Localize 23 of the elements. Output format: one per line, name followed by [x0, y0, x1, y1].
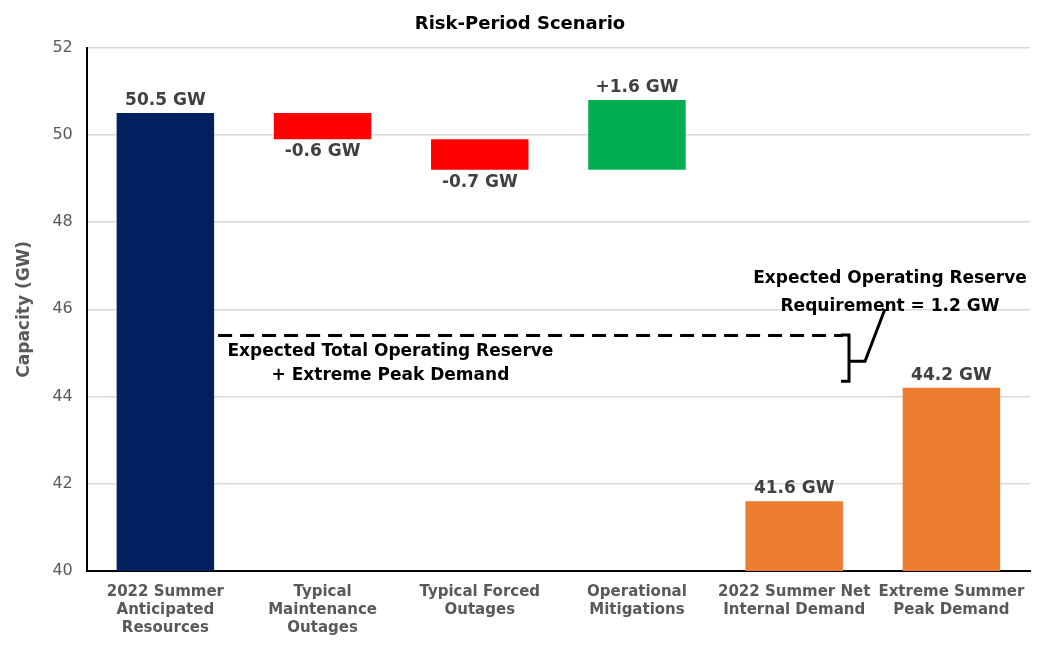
y-axis-title: Capacity (GW)	[12, 240, 33, 378]
annotation: Expected Operating Reserve Requirement = 1.2 GW	[753, 267, 1027, 316]
y-tick-label: 50	[52, 123, 73, 143]
x-tick-label: Extreme Summer Peak Demand	[878, 581, 1025, 618]
x-tick-label: 2022 Summer Net Internal Demand	[717, 581, 871, 618]
x-tick-label: Typical Maintenance Outages	[268, 581, 377, 636]
data-label: -0.7 GW	[441, 170, 518, 191]
x-tick-label: 2022 Summer Anticipated Resources	[106, 581, 225, 636]
x-tick-label: Typical Forced Outages	[419, 581, 541, 618]
y-tick-label: 42	[52, 472, 73, 492]
data-label: +1.6 GW	[595, 75, 679, 96]
data-label: 44.2 GW	[911, 363, 992, 384]
data-label: 50.5 GW	[125, 88, 206, 109]
y-tick-label: 40	[52, 560, 73, 580]
ref-line-label: Expected Total Operating Reserve + Extreme Peak Demand	[227, 340, 554, 385]
x-tick-label: Operational Mitigations	[587, 581, 687, 618]
data-label: -0.6 GW	[284, 140, 361, 161]
chart-title: Risk-Period Scenario	[414, 12, 626, 34]
y-tick-label: 48	[52, 211, 73, 231]
y-tick-label: 44	[52, 385, 73, 405]
y-tick-label: 52	[52, 36, 73, 56]
data-label: 41.6 GW	[753, 477, 835, 498]
y-tick-label: 46	[52, 298, 73, 318]
